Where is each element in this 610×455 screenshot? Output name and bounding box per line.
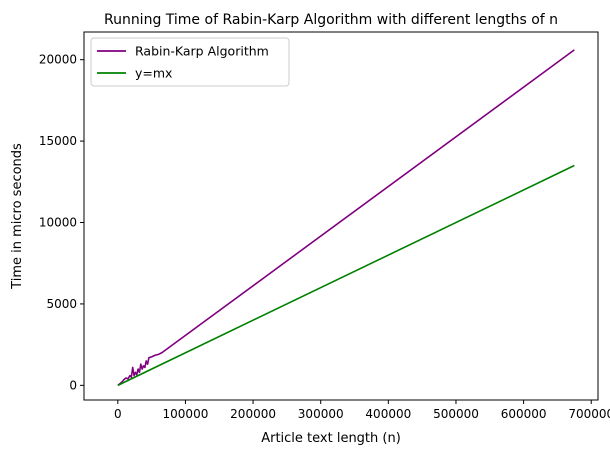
plot-frame xyxy=(83,31,599,401)
x-tick-label: 200000 xyxy=(230,407,276,421)
legend-label: y=mx xyxy=(135,66,172,81)
x-axis-label: Article text length (n) xyxy=(261,431,401,446)
y-tick-label: 20000 xyxy=(39,53,77,67)
x-tick-label: 400000 xyxy=(365,407,411,421)
chart-title: Running Time of Rabin-Karp Algorithm wit… xyxy=(104,12,558,28)
y-tick-label: 5000 xyxy=(46,297,77,311)
x-tick-label: 100000 xyxy=(163,407,209,421)
y-tick-label: 0 xyxy=(69,378,77,392)
x-tick-label: 500000 xyxy=(433,407,479,421)
legend-box xyxy=(90,37,290,87)
x-tick-label: 0 xyxy=(114,407,122,421)
y-tick-label: 10000 xyxy=(39,216,77,230)
x-tick-label: 300000 xyxy=(298,407,344,421)
y-tick-label: 15000 xyxy=(39,134,77,148)
plot-area xyxy=(117,49,575,387)
x-axis-ticks: 0 100000 200000 300000 400000 500000 600000 700… xyxy=(114,400,610,421)
series-line-y-mx xyxy=(117,164,575,387)
y-axis-label: Time in micro seconds xyxy=(10,143,25,290)
y-axis-ticks: 0 5000 10000 15000 20000 xyxy=(39,53,84,392)
x-tick-label: 600000 xyxy=(501,407,547,421)
legend: Rabin-Karp Algorithm y=mx xyxy=(90,37,290,87)
series-line-rabin-karp xyxy=(117,49,575,386)
x-tick-label: 700000 xyxy=(568,407,610,421)
legend-label: Rabin-Karp Algorithm xyxy=(135,44,269,59)
